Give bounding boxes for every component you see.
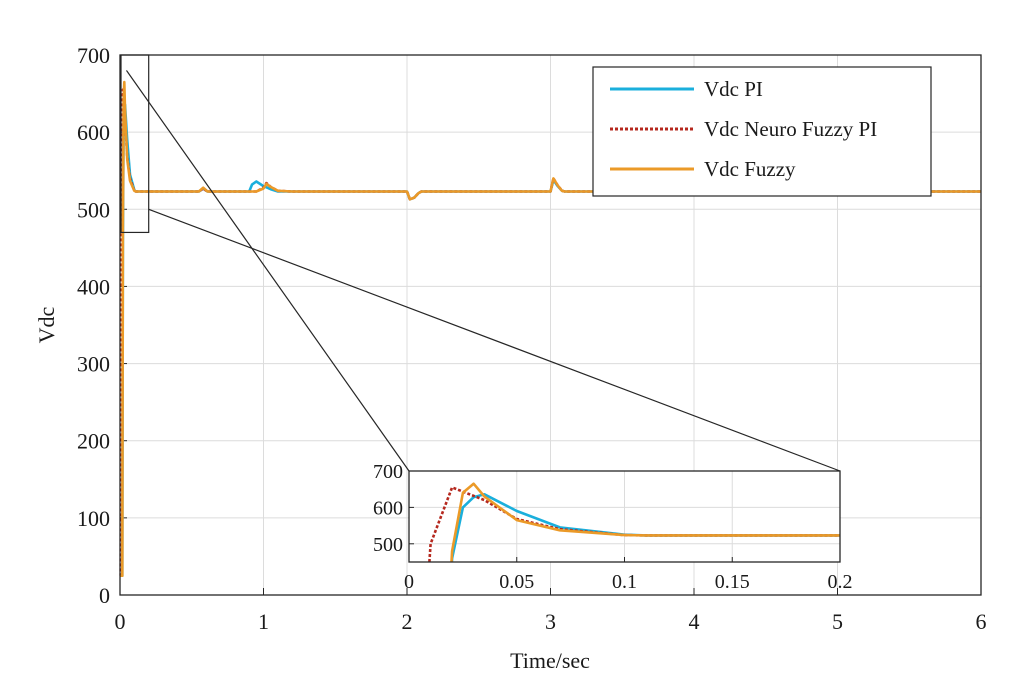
x-tick-label: 2	[402, 609, 413, 634]
x-axis-title: Time/sec	[510, 648, 590, 673]
x-tick-label: 4	[689, 609, 700, 634]
inset-ticks: 0 0.05 0.1 0.15 0.2 500 600 700	[373, 461, 853, 593]
y-tick-label: 300	[77, 352, 110, 377]
y-tick-label: 400	[77, 274, 110, 299]
inset-series-line-vdc-fuzzy	[450, 482, 840, 563]
legend-label-vdc-neuro-fuzzy-pi: Vdc Neuro Fuzzy PI	[704, 117, 877, 141]
inset-y-tick-label: 500	[373, 534, 403, 556]
y-tick-label: 0	[99, 583, 110, 608]
y-tick-label: 200	[77, 429, 110, 454]
inset-grid	[409, 471, 840, 562]
inset-x-tick-label: 0.15	[715, 571, 750, 593]
zoom-connector-line	[125, 70, 410, 472]
x-tick-label: 5	[832, 609, 843, 634]
y-tick-label: 700	[77, 43, 110, 68]
inset-x-tick-label: 0.05	[499, 571, 534, 593]
inset-x-tick-label: 0	[404, 571, 414, 593]
y-tick-label: 600	[77, 120, 110, 145]
inset-x-tick-label: 0.2	[828, 571, 853, 593]
series-line-vdc-fuzzy	[120, 80, 981, 578]
x-tick-label: 0	[115, 609, 126, 634]
y-axis-title: Vdc	[34, 306, 59, 343]
legend-label-vdc-fuzzy: Vdc Fuzzy	[704, 157, 796, 181]
inset-plot: 0 0.05 0.1 0.15 0.2 500 600 700	[373, 461, 853, 593]
inset-y-tick-label: 700	[373, 461, 403, 483]
main-ticks: 0 1 2 3 4 5 6 0 100 200 300 400 500 600 700	[77, 43, 987, 634]
inset-x-tick-label: 0.1	[612, 571, 637, 593]
y-tick-label: 100	[77, 506, 110, 531]
x-tick-label: 3	[545, 609, 556, 634]
legend: Vdc PI Vdc Neuro Fuzzy PI Vdc Fuzzy	[592, 66, 932, 197]
inset-series	[428, 482, 840, 563]
main-series	[119, 80, 981, 578]
plot-frame	[119, 54, 982, 596]
inset-y-tick-label: 600	[373, 497, 403, 519]
y-tick-label: 500	[77, 197, 110, 222]
zoom-connector-line	[148, 208, 841, 472]
x-tick-label: 1	[258, 609, 269, 634]
legend-label-vdc-pi: Vdc PI	[704, 77, 763, 101]
x-tick-label: 6	[976, 609, 987, 634]
